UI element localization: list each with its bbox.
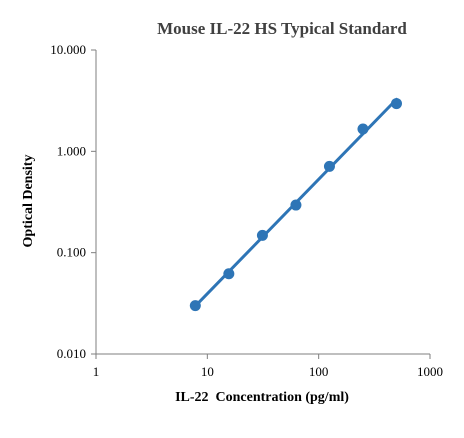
- data-point: [256, 229, 268, 241]
- y-tick-label: 0.010: [57, 346, 86, 361]
- y-tick-label: 1.000: [57, 143, 86, 158]
- x-tick-label: 10: [201, 364, 214, 379]
- y-tick-label: 10.000: [50, 42, 86, 57]
- x-axis-ticks: 1 10 100 1000: [93, 354, 443, 379]
- y-axis-ticks: 0.010 0.100 1.000 10.000: [50, 42, 96, 361]
- x-tick-label: 1: [93, 364, 100, 379]
- data-point: [357, 123, 369, 135]
- data-point: [390, 98, 402, 110]
- x-tick-label: 100: [309, 364, 329, 379]
- data-point: [223, 268, 235, 280]
- data-point: [323, 160, 335, 172]
- y-tick-label: 0.100: [57, 245, 86, 260]
- chart-title: Mouse IL-22 HS Typical Standard: [157, 19, 407, 38]
- data-point: [189, 300, 201, 312]
- y-axis-label: Optical Density: [21, 155, 36, 248]
- x-tick-label: 1000: [417, 364, 443, 379]
- data-point: [290, 199, 302, 211]
- x-axis-label: IL-22 Concentration (pg/ml): [175, 390, 349, 405]
- data-points: [189, 98, 402, 312]
